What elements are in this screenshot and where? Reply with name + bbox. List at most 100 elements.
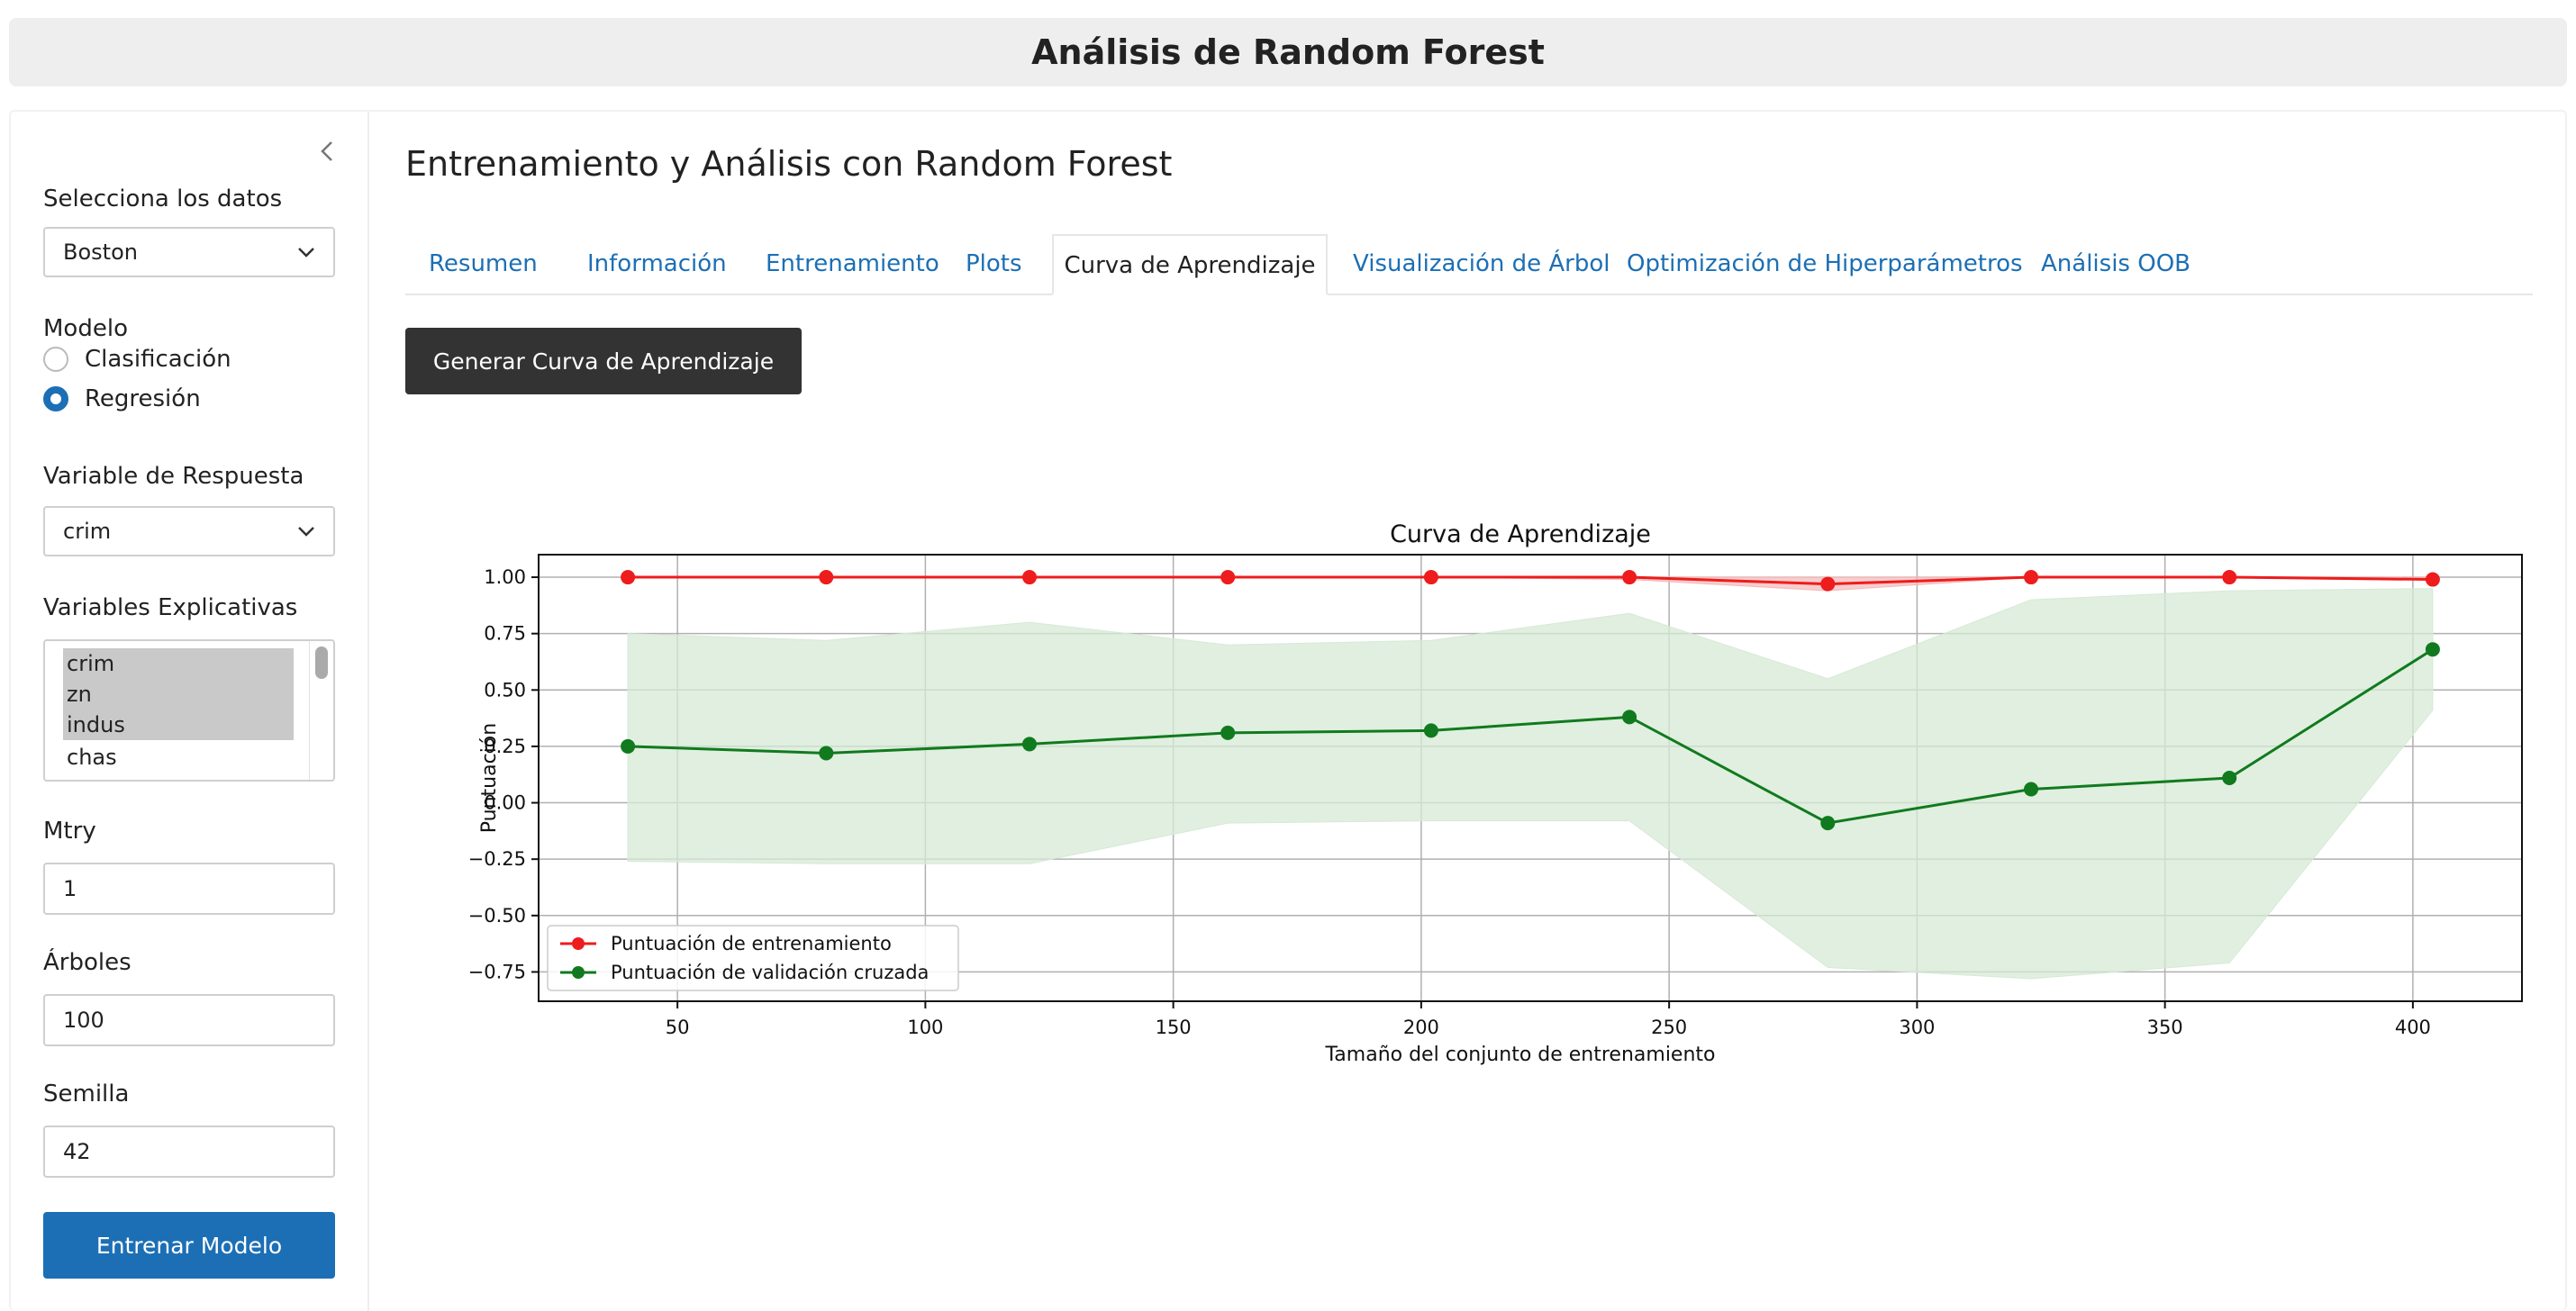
seed-input[interactable]: 42 [43, 1126, 335, 1178]
page-layout: Selecciona los datos Boston Modelo Clasi… [9, 110, 2567, 1311]
x-tick-label: 350 [2147, 1017, 2183, 1038]
scrollbar-track[interactable] [309, 641, 331, 780]
explanatory-option-indus[interactable]: indus [63, 710, 294, 740]
seed-label: Semilla [43, 1080, 130, 1108]
x-tick-label: 200 [1403, 1017, 1439, 1038]
trees-input[interactable]: 100 [43, 994, 335, 1046]
explanatory-option-chas[interactable]: chas [67, 745, 117, 770]
point-cv [1021, 737, 1037, 752]
trees-label: Árboles [43, 949, 132, 976]
y-axis-label: Puntuación [478, 723, 501, 833]
x-tick-label: 150 [1156, 1017, 1192, 1038]
tab-visualizacion-arbol[interactable]: Visualización de Árbol [1353, 250, 1610, 277]
point-train [1820, 576, 1836, 592]
response-select[interactable]: crim [43, 506, 335, 556]
point-train [2222, 570, 2237, 585]
dataset-select-value: Boston [63, 240, 138, 265]
point-cv [2024, 782, 2039, 797]
chart-title: Curva de Aprendizaje [1390, 520, 1651, 548]
x-axis-label: Tamaño del conjunto de entrenamiento [1325, 1044, 1716, 1066]
generate-learning-curve-button[interactable]: Generar Curva de Aprendizaje [405, 328, 802, 394]
series-line-train [628, 575, 2433, 586]
legend-box [547, 925, 959, 991]
main-panel: Entrenamiento y Análisis con Random Fore… [371, 112, 2565, 1311]
band-cv [627, 588, 2434, 980]
sidebar: Selecciona los datos Boston Modelo Clasi… [11, 112, 369, 1311]
y-tick-label: −0.25 [468, 848, 526, 870]
tab-plots[interactable]: Plots [966, 250, 1022, 277]
tab-bar: Resumen Información Entrenamiento Plots … [405, 234, 2533, 295]
response-label: Variable de Respuesta [43, 463, 304, 490]
page-title: Entrenamiento y Análisis con Random Fore… [405, 144, 1173, 184]
mtry-label: Mtry [43, 818, 96, 845]
point-cv [1820, 816, 1836, 831]
axes: 50 100 150 200 250 300 350 400 1.00 0.75 0.50 0.25 0… [468, 554, 2523, 1038]
model-radio-classification-label: Clasificación [85, 346, 231, 373]
explanatory-label: Variables Explicativas [43, 594, 298, 621]
tab-resumen[interactable]: Resumen [429, 250, 538, 277]
response-select-value: crim [63, 519, 112, 544]
tab-informacion[interactable]: Información [587, 250, 727, 277]
tab-analisis-oob[interactable]: Análisis OOB [2041, 250, 2191, 277]
learning-curve-chart: Curva de Aprendizaje Puntuación Tamaño d… [468, 520, 2523, 1066]
model-radio-regression-label: Regresión [85, 385, 201, 412]
app-title: Análisis de Random Forest [1031, 32, 1545, 72]
x-tick-label: 300 [1899, 1017, 1935, 1038]
point-train [1021, 570, 1037, 585]
x-tick-label: 250 [1651, 1017, 1687, 1038]
point-train [1423, 570, 1438, 585]
tab-optimizacion[interactable]: Optimización de Hiperparámetros [1627, 250, 2023, 277]
y-tick-label: −0.75 [468, 961, 526, 982]
point-cv [1423, 723, 1438, 738]
y-tick-label: 0.00 [484, 792, 526, 814]
point-cv [2222, 771, 2237, 785]
legend: Puntuación de entrenamiento Puntuación de… [547, 925, 959, 991]
legend-label-train: Puntuación de entrenamiento [611, 933, 892, 954]
point-train [2024, 570, 2039, 585]
point-cv [819, 746, 834, 761]
y-tick-label: 0.75 [484, 623, 526, 645]
y-tick-label: −0.50 [468, 905, 526, 927]
axes-frame [538, 554, 2523, 1002]
radio-checked-icon [43, 386, 68, 411]
chevron-down-icon [298, 248, 314, 258]
point-cv [2425, 642, 2440, 657]
radio-unchecked-icon [43, 347, 68, 372]
legend-label-cv: Puntuación de validación cruzada [611, 962, 929, 983]
point-train [621, 570, 636, 585]
x-tick-label: 400 [2395, 1017, 2431, 1038]
y-tick-label: 0.50 [484, 679, 526, 701]
explanatory-multiselect[interactable]: crim zn indus chas [43, 639, 335, 782]
tab-entrenamiento[interactable]: Entrenamiento [766, 250, 939, 277]
y-tick-label: 1.00 [484, 566, 526, 588]
app-header: Análisis de Random Forest [9, 18, 2567, 86]
point-train [1622, 570, 1637, 585]
explanatory-option-crim[interactable]: crim [63, 648, 294, 679]
x-tick-label: 100 [907, 1017, 943, 1038]
point-cv [1220, 725, 1236, 740]
collapse-sidebar-button[interactable] [308, 131, 348, 171]
model-label: Modelo [43, 315, 128, 342]
explanatory-option-zn[interactable]: zn [63, 679, 294, 710]
train-model-button[interactable]: Entrenar Modelo [43, 1212, 335, 1279]
point-train [2425, 572, 2440, 587]
model-radio-classification[interactable]: Clasificación [43, 346, 231, 373]
point-cv [621, 738, 636, 754]
series-line-cv [628, 647, 2434, 825]
tab-curva-aprendizaje[interactable]: Curva de Aprendizaje [1052, 234, 1328, 295]
series-lines [621, 570, 2440, 831]
dataset-label: Selecciona los datos [43, 185, 283, 212]
legend-marker-train [572, 937, 585, 950]
x-tick-label: 50 [666, 1017, 690, 1038]
chevron-left-icon [321, 141, 332, 161]
point-train [819, 570, 834, 585]
scrollbar-thumb[interactable] [315, 646, 328, 679]
point-cv [1622, 710, 1637, 725]
point-train [1220, 570, 1236, 585]
dataset-select[interactable]: Boston [43, 227, 335, 277]
legend-marker-cv [572, 966, 585, 979]
chevron-down-icon [298, 527, 314, 537]
mtry-input[interactable]: 1 [43, 863, 335, 915]
y-tick-label: 0.25 [484, 736, 526, 757]
model-radio-regression[interactable]: Regresión [43, 385, 201, 412]
